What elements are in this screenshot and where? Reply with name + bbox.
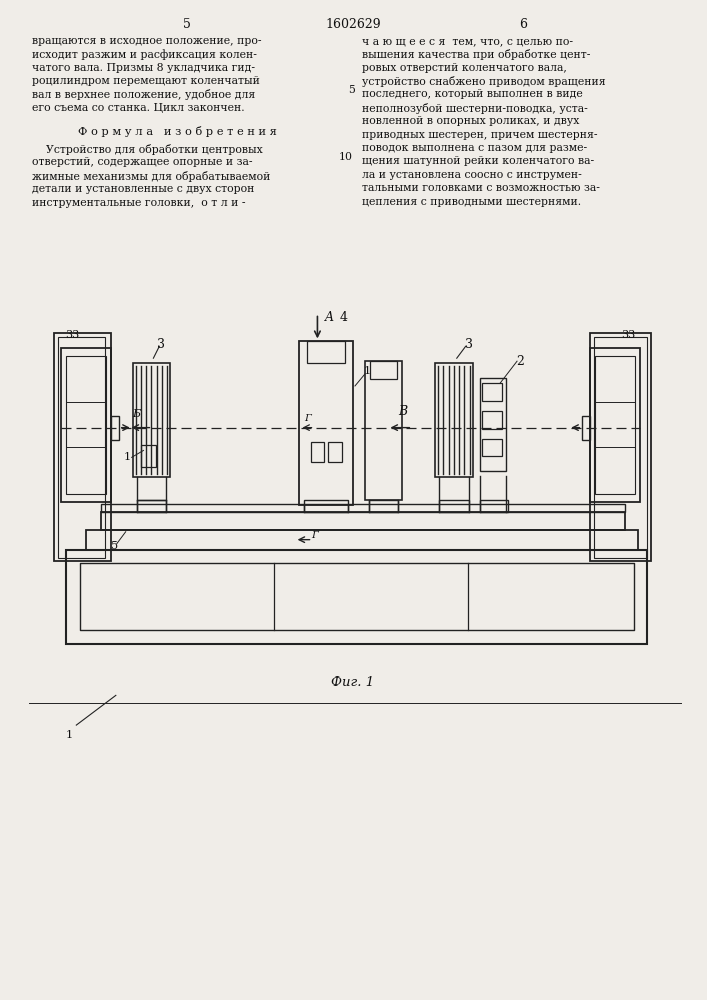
Bar (101, 512, 625, 530)
Text: 33: 33 (66, 330, 80, 340)
Text: неполнозубой шестерни-поводка, уста-: неполнозубой шестерни-поводка, уста- (362, 103, 588, 114)
Text: 4: 4 (339, 311, 347, 324)
Bar (590, 333, 651, 561)
Bar (482, 439, 502, 456)
Text: отверстий, содержащее опорные и за-: отверстий, содержащее опорные и за- (32, 157, 252, 167)
Text: ч а ю щ е е с я  тем, что, с целью по-: ч а ю щ е е с я тем, что, с целью по- (362, 36, 573, 46)
Text: ровых отверстий коленчатого вала,: ровых отверстий коленчатого вала, (362, 63, 567, 73)
Bar (307, 341, 345, 363)
Text: ла и установлена соосно с инструмен-: ла и установлена соосно с инструмен- (362, 170, 582, 180)
Bar (439, 500, 469, 512)
Text: 5: 5 (183, 18, 191, 31)
Text: тальными головками с возможностью за-: тальными головками с возможностью за- (362, 183, 600, 193)
Text: 10: 10 (339, 152, 353, 162)
Text: вышения качества при обработке цент-: вышения качества при обработке цент- (362, 49, 590, 60)
Text: Б: Б (132, 409, 141, 419)
Text: 1: 1 (124, 452, 131, 462)
Text: Фиг. 1: Фиг. 1 (332, 676, 375, 689)
Text: Г: Г (304, 414, 311, 423)
Bar (370, 361, 397, 379)
Bar (101, 504, 625, 512)
Bar (590, 348, 640, 502)
Bar (303, 500, 348, 512)
Bar (481, 378, 506, 471)
Bar (328, 442, 342, 462)
Text: поводок выполнена с пазом для разме-: поводок выполнена с пазом для разме- (362, 143, 587, 153)
Bar (583, 416, 590, 440)
Bar (298, 341, 353, 505)
Text: жимные механизмы для обрабатываемой: жимные механизмы для обрабатываемой (32, 171, 270, 182)
Text: его съема со станка. Цикл закончен.: его съема со станка. Цикл закончен. (32, 103, 245, 113)
Bar (594, 337, 648, 558)
Text: 1: 1 (66, 730, 73, 740)
Text: 3: 3 (157, 338, 165, 351)
Text: 3: 3 (464, 338, 472, 351)
Text: вал в верхнее положение, удобное для: вал в верхнее положение, удобное для (32, 89, 255, 100)
Text: 6: 6 (519, 18, 527, 31)
Text: инструментальные головки,  о т л и -: инструментальные головки, о т л и - (32, 198, 245, 208)
Bar (111, 416, 119, 440)
Text: приводных шестерен, причем шестерня-: приводных шестерен, причем шестерня- (362, 130, 597, 140)
Text: вращаются в исходное положение, про-: вращаются в исходное положение, про- (32, 36, 262, 46)
Bar (482, 411, 502, 429)
Text: B: B (398, 405, 407, 418)
Text: цепления с приводными шестернями.: цепления с приводными шестернями. (362, 197, 581, 207)
Bar (481, 500, 508, 512)
Bar (136, 500, 166, 512)
Bar (435, 363, 472, 477)
Bar (482, 383, 502, 401)
Bar (141, 445, 156, 467)
Bar (369, 500, 399, 512)
Text: 2: 2 (516, 355, 524, 368)
Text: детали и установленные с двух сторон: детали и установленные с двух сторон (32, 184, 255, 194)
Text: чатого вала. Призмы 8 укладчика гид-: чатого вала. Призмы 8 укладчика гид- (32, 63, 255, 73)
Bar (66, 550, 648, 644)
Bar (133, 363, 170, 477)
Text: Устройство для обработки центровых: Устройство для обработки центровых (32, 144, 262, 155)
Bar (81, 563, 633, 630)
Text: роцилиндром перемещают коленчатый: роцилиндром перемещают коленчатый (32, 76, 259, 86)
Text: 5: 5 (111, 541, 118, 551)
Text: новленной в опорных роликах, и двух: новленной в опорных роликах, и двух (362, 116, 579, 126)
Text: исходит разжим и расфиксация колен-: исходит разжим и расфиксация колен- (32, 49, 257, 60)
Bar (66, 356, 106, 494)
Text: последнего, который выполнен в виде: последнего, который выполнен в виде (362, 89, 583, 99)
Bar (54, 333, 111, 561)
Text: 1: 1 (363, 366, 370, 376)
Bar (365, 361, 402, 500)
Text: 5: 5 (348, 85, 355, 95)
Text: щения шатунной рейки коленчатого ва-: щения шатунной рейки коленчатого ва- (362, 156, 594, 166)
Text: 33: 33 (621, 330, 636, 340)
Bar (62, 348, 111, 502)
Bar (595, 356, 635, 494)
Text: 1602629: 1602629 (325, 18, 381, 31)
Text: устройство снабжено приводом вращения: устройство снабжено приводом вращения (362, 76, 605, 87)
Text: A: A (325, 311, 334, 324)
Bar (57, 337, 105, 558)
Text: Ф о р м у л а   и з о б р е т е н и я: Ф о р м у л а и з о б р е т е н и я (78, 126, 276, 137)
Bar (86, 530, 638, 550)
Bar (310, 442, 325, 462)
Text: Г: Г (311, 531, 318, 540)
